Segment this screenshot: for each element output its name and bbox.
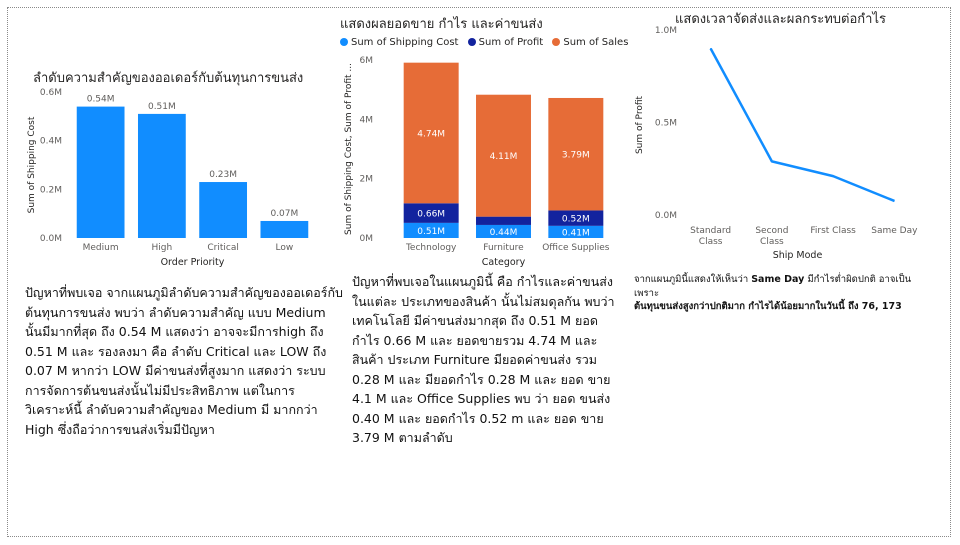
data-label: 0.52M	[562, 215, 590, 225]
chart1-title: ลำดับความสำคัญของออเดอร์กับต้นทุนการขนส่…	[33, 71, 304, 86]
chart1-order-priority: 0.0M 0.2M 0.4M 0.6M Sum of Shipping Cost 0.54…	[27, 88, 309, 268]
line-point	[832, 175, 834, 177]
stacked-bar-segment	[403, 222, 459, 238]
x-tick-label: Technology	[405, 243, 457, 253]
bar	[76, 106, 125, 238]
bar	[137, 113, 186, 238]
y-tick-label: 6M	[360, 56, 374, 66]
x-tick-label: Medium	[83, 243, 119, 253]
x-tick-label: Standard	[690, 226, 731, 236]
data-label: 3.79M	[562, 151, 590, 161]
data-label: 4.11M	[490, 152, 518, 162]
line-point	[771, 160, 773, 162]
data-label: 0.51M	[148, 102, 176, 112]
line-point	[893, 200, 895, 202]
x-axis-title: Category	[482, 257, 526, 268]
note-middle: ปัญหาที่พบเจอในแผนภูมินี้ คือ กำไรและค่า…	[352, 274, 615, 445]
y-tick-label: 0.2M	[40, 185, 62, 195]
y-tick-label: 4M	[360, 115, 374, 125]
y-tick-label: 0.6M	[40, 88, 62, 98]
y-axis-title: Sum of Shipping Cost, Sum of Profit ...	[344, 63, 354, 235]
legend-profit[interactable]: Sum of Profit	[467, 37, 543, 48]
stacked-bar-segment	[548, 97, 604, 211]
stacked-bar-segment	[476, 94, 531, 217]
y-tick-label: 0M	[360, 234, 374, 244]
bar	[199, 182, 248, 238]
x-tick-label: Critical	[207, 243, 238, 253]
note-right: จากแผนภูมินี้แสดงให้เห็นว่า Same Day มีก…	[634, 273, 934, 314]
x-tick-label: Furniture	[483, 243, 524, 253]
y-tick-label: 2M	[360, 175, 374, 185]
profit-line	[709, 47, 895, 203]
x-tick-label: Same Day	[871, 226, 918, 236]
legend-sales[interactable]: Sum of Sales	[552, 37, 628, 48]
legend-shipping-cost[interactable]: Sum of Shipping Cost	[340, 37, 458, 48]
y-tick-label: 0.5M	[655, 119, 677, 129]
x-tick-label: High	[152, 243, 173, 253]
y-axis-title: Sum of Shipping Cost	[27, 116, 37, 213]
x-tick-label: Office Supplies	[542, 243, 610, 253]
x-tick-label: First Class	[810, 226, 856, 236]
bar	[260, 220, 309, 238]
data-label: 0.66M	[417, 210, 445, 220]
stacked-bar-segment	[548, 225, 604, 238]
chart2-category-stacked: 0M 2M 4M 6M Sum of Shipping Cost, Sum of Pro…	[344, 56, 610, 268]
chart3-title: แสดงเวลาจัดส่งและผลกระทบต่อกำไร	[675, 12, 886, 27]
x-tick-label: Second	[755, 226, 788, 236]
note-right-d: ต้นทุนขนส่งสูงกว่าปกติมาก กำไรได้น้อยมาก…	[634, 301, 902, 312]
x-tick-label: Class	[699, 237, 723, 247]
note-right-b: Same Day	[751, 274, 805, 285]
stacked-bar-segment	[476, 216, 531, 225]
chart2-title: แสดงผลยอดขาย กำไร และค่าขนส่ง	[340, 17, 543, 32]
chart2-legend: Sum of Shipping Cost Sum of Profit Sum o…	[340, 37, 634, 48]
data-label: 0.07M	[270, 209, 298, 219]
stacked-bar-segment	[403, 62, 459, 204]
data-label: 0.44M	[490, 228, 518, 238]
y-axis-title: Sum of Profit	[635, 96, 645, 155]
note-right-a: จากแผนภูมินี้แสดงให้เห็นว่า	[634, 274, 749, 285]
data-label: 0.23M	[209, 170, 237, 180]
data-label: 4.74M	[417, 129, 445, 139]
x-tick-label: Class	[760, 237, 784, 247]
stacked-bar-segment	[476, 224, 531, 238]
data-label: 0.41M	[562, 228, 590, 238]
stacked-bar-segment	[403, 203, 459, 223]
note-left: ปัญหาที่พบเจอ จากแผนภูมิลำดับความสำคัญขอ…	[25, 285, 343, 437]
data-label: 0.54M	[87, 95, 115, 105]
x-axis-title: Ship Mode	[773, 250, 823, 261]
y-tick-label: 0.4M	[40, 137, 62, 147]
data-label: 0.51M	[417, 227, 445, 237]
x-axis-title: Order Priority	[161, 257, 225, 268]
x-tick-label: Low	[276, 243, 294, 253]
y-tick-label: 0.0M	[40, 234, 62, 244]
line-point	[710, 48, 712, 49]
dashboard-frame	[7, 7, 951, 537]
y-tick-label: 0.0M	[655, 211, 677, 221]
stacked-bar-segment	[548, 210, 604, 226]
note-right-c: มีกำไรต่ำผิดปกติ อาจเป็นเพราะ	[634, 274, 912, 299]
y-tick-label: 1.0M	[655, 26, 677, 36]
